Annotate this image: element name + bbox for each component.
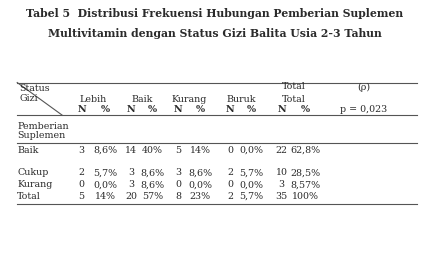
- Text: N: N: [226, 105, 234, 114]
- Text: 100%: 100%: [292, 192, 319, 201]
- Text: Lebih: Lebih: [80, 95, 107, 104]
- Text: 23%: 23%: [189, 192, 211, 201]
- Text: Cukup: Cukup: [17, 168, 49, 177]
- Text: Suplemen: Suplemen: [17, 131, 65, 140]
- Text: 5,7%: 5,7%: [240, 192, 264, 201]
- Text: 8,57%: 8,57%: [290, 180, 320, 189]
- Text: 0: 0: [227, 146, 233, 155]
- Text: 0: 0: [227, 180, 233, 189]
- Text: Gizi: Gizi: [19, 94, 38, 103]
- Text: 3: 3: [79, 146, 85, 155]
- Text: 0,0%: 0,0%: [188, 180, 212, 189]
- Text: %: %: [195, 105, 205, 114]
- Text: 8,6%: 8,6%: [141, 180, 165, 189]
- Text: 5,7%: 5,7%: [93, 168, 117, 177]
- Text: 22: 22: [276, 146, 288, 155]
- Text: Tabel 5  Distribusi Frekuensi Hubungan Pemberian Suplemen: Tabel 5 Distribusi Frekuensi Hubungan Pe…: [26, 8, 404, 19]
- Text: 2: 2: [227, 168, 233, 177]
- Text: %: %: [301, 105, 310, 114]
- Text: 14%: 14%: [95, 192, 116, 201]
- Text: 14: 14: [125, 146, 137, 155]
- Text: 28,5%: 28,5%: [290, 168, 320, 177]
- Text: 8: 8: [175, 192, 181, 201]
- Text: %: %: [247, 105, 256, 114]
- Text: Buruk: Buruk: [226, 95, 255, 104]
- Text: %: %: [101, 105, 110, 114]
- Text: 20: 20: [125, 192, 137, 201]
- Text: 8,6%: 8,6%: [93, 146, 117, 155]
- Text: N: N: [77, 105, 86, 114]
- Text: 5: 5: [79, 192, 85, 201]
- Text: Kurang: Kurang: [17, 180, 52, 189]
- Text: 10: 10: [276, 168, 288, 177]
- Text: Multivitamin dengan Status Gizi Balita Usia 2-3 Tahun: Multivitamin dengan Status Gizi Balita U…: [48, 28, 382, 39]
- Text: Total: Total: [282, 95, 305, 104]
- Text: 3: 3: [175, 168, 181, 177]
- Text: 2: 2: [79, 168, 85, 177]
- Text: 0,0%: 0,0%: [240, 180, 264, 189]
- Text: 5,7%: 5,7%: [240, 168, 264, 177]
- Text: Baik: Baik: [131, 95, 153, 104]
- Text: 62,8%: 62,8%: [290, 146, 320, 155]
- Text: Kurang: Kurang: [172, 95, 207, 104]
- Text: Baik: Baik: [17, 146, 39, 155]
- Text: 3: 3: [128, 168, 134, 177]
- Text: N: N: [174, 105, 183, 114]
- Text: p = 0,023: p = 0,023: [340, 105, 387, 114]
- Text: 5: 5: [175, 146, 181, 155]
- Text: 3: 3: [279, 180, 285, 189]
- Text: %: %: [148, 105, 157, 114]
- Text: 8,6%: 8,6%: [141, 168, 165, 177]
- Text: Pemberian: Pemberian: [17, 122, 69, 131]
- Text: 0,0%: 0,0%: [93, 180, 117, 189]
- Text: 8,6%: 8,6%: [188, 168, 212, 177]
- Text: 35: 35: [276, 192, 288, 201]
- Text: 3: 3: [128, 180, 134, 189]
- Text: Total: Total: [17, 192, 41, 201]
- Text: 40%: 40%: [142, 146, 163, 155]
- Text: 0: 0: [79, 180, 85, 189]
- Text: N: N: [127, 105, 135, 114]
- Text: 0: 0: [175, 180, 181, 189]
- Text: 14%: 14%: [190, 146, 210, 155]
- Text: Status: Status: [19, 84, 50, 93]
- Text: (ρ): (ρ): [357, 83, 370, 91]
- Text: 57%: 57%: [142, 192, 163, 201]
- Text: 2: 2: [227, 192, 233, 201]
- Text: Total: Total: [282, 83, 305, 91]
- Text: N: N: [277, 105, 286, 114]
- Text: 0,0%: 0,0%: [240, 146, 264, 155]
